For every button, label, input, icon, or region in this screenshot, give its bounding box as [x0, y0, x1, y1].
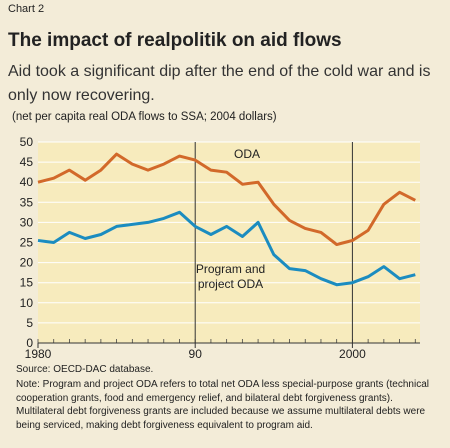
series-line — [37, 210, 416, 287]
note: Note: Program and project ODA refers to … — [16, 379, 429, 431]
y-tick-label: 45 — [20, 155, 34, 169]
y-tick-label: 5 — [26, 316, 33, 330]
y-tick-label: 10 — [20, 296, 34, 310]
y-tick-label: 50 — [20, 135, 34, 149]
chart-label: Chart 2 — [8, 3, 45, 15]
chart-title: The impact of realpolitik on aid flows — [8, 30, 342, 51]
x-tick-label: 2000 — [339, 347, 366, 361]
x-tick-label: 90 — [189, 347, 203, 361]
source: Source: OECD-DAC database. — [16, 364, 154, 375]
series-line — [37, 152, 416, 246]
units-note: (net per capita real ODA flows to SSA; 2… — [12, 111, 277, 123]
y-tick-label: 20 — [20, 256, 34, 270]
y-tick-label: 0 — [26, 336, 33, 350]
chart-area: 0 5 10 15 20 25 30 35 40 45 50 1980 90 2000 ODA Progra… — [0, 130, 450, 362]
y-tick-label: 30 — [20, 215, 34, 229]
y-tick-label: 25 — [20, 236, 34, 250]
x-tick-label: 1980 — [25, 347, 52, 361]
series-label: Program and project ODA — [195, 262, 266, 291]
y-tick-label: 15 — [20, 276, 34, 290]
y-tick-label: 35 — [20, 195, 34, 209]
chart-subtitle: Aid took a significant dip after the end… — [8, 63, 431, 104]
chart: 0 5 10 15 20 25 30 35 40 45 50 1980 90 2000 — [20, 135, 420, 361]
series-label: ODA — [233, 147, 260, 161]
y-tick-label: 40 — [20, 175, 34, 189]
